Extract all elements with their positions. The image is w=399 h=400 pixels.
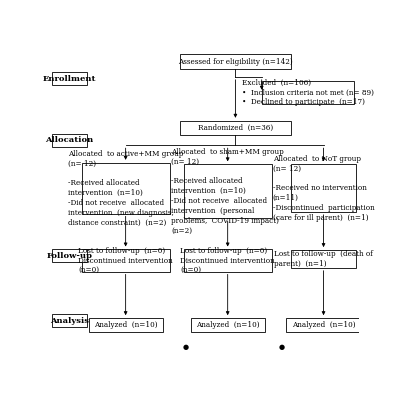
FancyBboxPatch shape <box>191 318 265 332</box>
Text: Allocated  to active+MM group
(n= 12)

-Received allocated
intervention  (n=10)
: Allocated to active+MM group (n= 12) -Re… <box>68 150 183 226</box>
FancyBboxPatch shape <box>81 250 170 272</box>
Text: Allocated  to sham+MM group
(n= 12)

-Received allocated
intervention  (n=10)
-D: Allocated to sham+MM group (n= 12) -Rece… <box>171 148 284 234</box>
FancyBboxPatch shape <box>291 164 356 212</box>
Text: Randomized  (n=36): Randomized (n=36) <box>198 124 273 132</box>
Text: Analyzed  (n=10): Analyzed (n=10) <box>292 321 356 329</box>
Text: Lost to follow-up  (n=0)
Discontinued intervention
(n=0): Lost to follow-up (n=0) Discontinued int… <box>180 247 275 274</box>
Text: ●: ● <box>183 344 189 350</box>
FancyBboxPatch shape <box>51 72 87 85</box>
Text: Lost to follow-up  (death of
parent)  (n=1): Lost to follow-up (death of parent) (n=1… <box>274 250 373 268</box>
FancyBboxPatch shape <box>51 250 87 262</box>
Text: Assessed for eligibility (n=142): Assessed for eligibility (n=142) <box>178 58 293 66</box>
FancyBboxPatch shape <box>184 250 272 272</box>
FancyBboxPatch shape <box>81 163 170 214</box>
Text: Enrollment: Enrollment <box>43 75 96 83</box>
FancyBboxPatch shape <box>286 318 361 332</box>
FancyBboxPatch shape <box>180 121 291 136</box>
Text: Allocated  to NoT group
(n= 12)

-Received no intervention
(n=11)
-Discontinued : Allocated to NoT group (n= 12) -Received… <box>273 155 374 222</box>
Text: Analyzed  (n=10): Analyzed (n=10) <box>196 321 259 329</box>
Text: Lost to follow-up  (n=0)
Discontinued intervention
(n=0): Lost to follow-up (n=0) Discontinued int… <box>78 247 173 274</box>
FancyBboxPatch shape <box>184 164 272 218</box>
FancyBboxPatch shape <box>291 250 356 268</box>
Text: Analysis: Analysis <box>50 316 89 324</box>
FancyBboxPatch shape <box>51 314 87 327</box>
FancyBboxPatch shape <box>262 81 354 104</box>
Text: Excluded  (n=106)
•  Inclusion criteria not met (n= 89)
•  Declined to participa: Excluded (n=106) • Inclusion criteria no… <box>242 79 374 106</box>
FancyBboxPatch shape <box>180 54 291 69</box>
Text: ●: ● <box>279 344 285 350</box>
Text: Allocation: Allocation <box>45 136 93 144</box>
FancyBboxPatch shape <box>89 318 163 332</box>
Text: Follow-up: Follow-up <box>46 252 92 260</box>
FancyBboxPatch shape <box>51 134 87 147</box>
Text: Analyzed  (n=10): Analyzed (n=10) <box>94 321 158 329</box>
